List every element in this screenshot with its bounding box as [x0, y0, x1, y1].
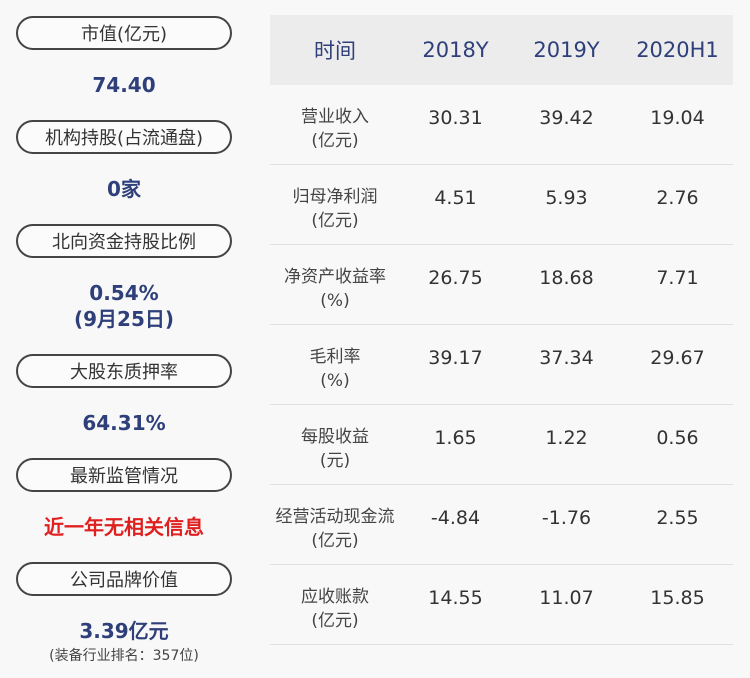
- pledge-ratio-label: 大股东质押率: [16, 354, 232, 388]
- institutional-holding-value: 0家: [107, 177, 141, 201]
- table-row: 应收账款 (亿元) 14.55 11.07 15.85: [270, 565, 733, 645]
- row-label: 净资产收益率 (%): [270, 245, 400, 313]
- regulatory-status-label: 最新监管情况: [16, 458, 232, 492]
- row-label-name: 毛利率: [309, 347, 361, 367]
- row-label: 经营活动现金流 (亿元): [270, 485, 400, 553]
- row-label-unit: (%): [320, 291, 350, 311]
- row-label-name: 应收账款: [301, 587, 369, 607]
- cell-value: 15.85: [650, 587, 705, 609]
- row-label-unit: (%): [320, 371, 350, 391]
- row-label-name: 归母净利润: [292, 187, 378, 207]
- cell-value: 0.56: [656, 427, 699, 449]
- northbound-ratio-label: 北向资金持股比例: [16, 224, 232, 258]
- row-label-name: 净资产收益率: [284, 267, 386, 287]
- row-label-unit: (元): [319, 451, 351, 471]
- cell-value: 14.55: [428, 587, 483, 609]
- cell-value: 1.65: [434, 427, 477, 449]
- northbound-ratio-date: (9月25日): [73, 307, 175, 331]
- table-row: 毛利率 (%) 39.17 37.34 29.67: [270, 325, 733, 405]
- market-cap-value: 74.40: [92, 73, 156, 97]
- cell-value: 2.55: [656, 507, 699, 529]
- cell-value: 19.04: [650, 107, 705, 129]
- cell-value: 18.68: [539, 267, 594, 289]
- row-label: 每股收益 (元): [270, 405, 400, 473]
- row-label-unit: (亿元): [311, 131, 359, 151]
- table-row: 净资产收益率 (%) 26.75 18.68 7.71: [270, 245, 733, 325]
- row-label-name: 营业收入: [301, 107, 369, 127]
- brand-value-value: 3.39亿元: [79, 619, 169, 643]
- cell-value: 30.31: [428, 107, 483, 129]
- header-2020h1: 2020H1: [636, 38, 719, 62]
- table-row: 经营活动现金流 (亿元) -4.84 -1.76 2.55: [270, 485, 733, 565]
- row-label-unit: (亿元): [311, 611, 359, 631]
- cell-value: 2.76: [656, 187, 699, 209]
- cell-value: 4.51: [434, 187, 477, 209]
- cell-value: 7.71: [656, 267, 699, 289]
- brand-value-rank-note: (装备行业排名：357位): [49, 648, 199, 664]
- financial-table: 时间 2018Y 2019Y 2020H1 营业收入 (亿元) 30.31 39…: [270, 15, 733, 645]
- table-row: 每股收益 (元) 1.65 1.22 0.56: [270, 405, 733, 485]
- table-header: 时间 2018Y 2019Y 2020H1: [270, 15, 733, 85]
- cell-value: 39.17: [428, 347, 483, 369]
- header-2019y: 2019Y: [533, 38, 600, 62]
- brand-value-label: 公司品牌价值: [16, 562, 232, 596]
- regulatory-status-value: 近一年无相关信息: [44, 515, 204, 539]
- pledge-ratio-value: 64.31%: [82, 411, 166, 435]
- northbound-ratio-value: 0.54%: [89, 281, 159, 305]
- row-label: 营业收入 (亿元): [270, 85, 400, 153]
- institutional-holding-label: 机构持股(占流通盘): [16, 120, 232, 154]
- row-label-unit: (亿元): [311, 211, 359, 231]
- cell-value: -4.84: [430, 507, 481, 529]
- header-period: 时间: [314, 39, 356, 63]
- row-label-name: 经营活动现金流: [275, 507, 395, 527]
- table-row: 归母净利润 (亿元) 4.51 5.93 2.76: [270, 165, 733, 245]
- cell-value: 11.07: [539, 587, 594, 609]
- row-label: 归母净利润 (亿元): [270, 165, 400, 233]
- row-label: 应收账款 (亿元): [270, 565, 400, 633]
- row-label-name: 每股收益: [301, 427, 369, 447]
- cell-value: 1.22: [545, 427, 588, 449]
- row-label: 毛利率 (%): [270, 325, 400, 393]
- market-cap-label: 市值(亿元): [16, 16, 232, 50]
- row-label-unit: (亿元): [311, 531, 359, 551]
- cell-value: 39.42: [539, 107, 594, 129]
- table-row: 营业收入 (亿元) 30.31 39.42 19.04: [270, 85, 733, 165]
- cell-value: 37.34: [539, 347, 594, 369]
- cell-value: 5.93: [545, 187, 588, 209]
- cell-value: 29.67: [650, 347, 705, 369]
- header-2018y: 2018Y: [422, 38, 489, 62]
- cell-value: 26.75: [428, 267, 483, 289]
- cell-value: -1.76: [541, 507, 592, 529]
